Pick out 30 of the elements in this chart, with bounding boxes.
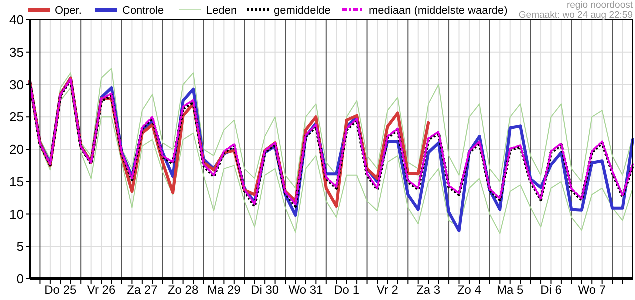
y-tick-label: 25 [10, 110, 24, 125]
y-tick-label: 10 [10, 206, 24, 222]
y-tick-label: 5 [16, 239, 24, 254]
x-tick-label: Zo 28 [168, 283, 199, 297]
y-tick-label: 20 [10, 142, 24, 158]
x-tick-label: Za 3 [416, 283, 441, 297]
x-tick-label: Zo 4 [457, 283, 482, 297]
x-tick-label: Do 25 [44, 283, 77, 297]
x-tick-label: Vr 2 [376, 283, 399, 297]
x-tick-label: Wo 31 [288, 283, 324, 297]
x-tick-label: Wo 7 [578, 283, 606, 297]
x-tick-label: Vr 26 [87, 283, 116, 297]
x-tick-label: Ma 5 [497, 283, 524, 297]
legend-label: mediaan (middelste waarde) [369, 4, 508, 17]
x-tick-label: Di 30 [251, 283, 280, 297]
x-tick-label: Do 1 [334, 283, 360, 297]
x-tick-label: Za 27 [127, 283, 158, 297]
legend-label: Oper. [55, 4, 82, 17]
text: regio noordoost [566, 0, 634, 11]
y-tick-label: 0 [16, 272, 24, 287]
legend-label: Controle [122, 4, 164, 17]
y-tick-label: 35 [10, 44, 24, 60]
y-tick-label: 15 [10, 174, 24, 190]
y-tick-label: 40 [10, 12, 24, 28]
x-tick-label: Di 6 [540, 283, 562, 297]
x-tick-label: Ma 29 [208, 283, 242, 297]
y-tick-label: 30 [10, 77, 24, 92]
legend-label: gemiddelde [274, 4, 331, 17]
annotation: Gemaakt: wo 24 aug 22:59 [518, 10, 633, 21]
legend-label: Leden [206, 4, 238, 17]
